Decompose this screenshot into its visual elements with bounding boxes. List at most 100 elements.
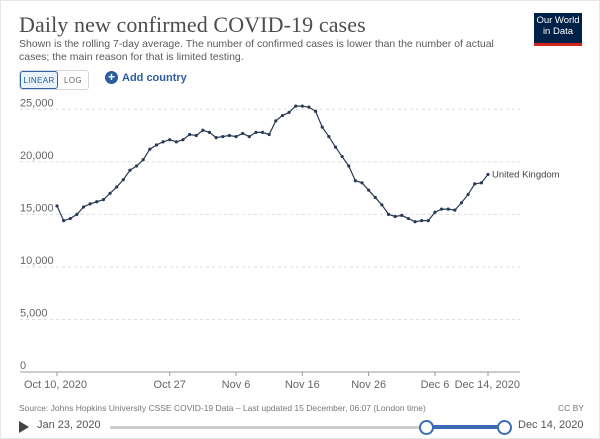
linear-scale-button[interactable]: LINEAR [20, 71, 58, 89]
y-tick-label: 25,000 [20, 97, 54, 109]
data-point [367, 188, 371, 192]
data-point [479, 181, 483, 185]
data-point [55, 204, 59, 208]
data-point [128, 168, 132, 172]
add-country-button[interactable]: + Add country [105, 71, 187, 84]
data-point [280, 113, 285, 118]
owid-logo[interactable]: Our World in Data [534, 13, 582, 43]
data-point [439, 207, 444, 211]
series-line [56, 105, 489, 223]
x-tick-label: Oct 10, 2020 [24, 379, 87, 391]
data-point [433, 210, 437, 214]
y-tick-label: 15,000 [20, 202, 54, 214]
data-point [320, 125, 324, 129]
data-point [115, 185, 119, 189]
data-point [81, 205, 86, 209]
timeline-end-handle[interactable] [497, 420, 512, 435]
timeline-track[interactable] [110, 426, 504, 429]
timeline-selected-range [426, 425, 504, 429]
data-point [207, 130, 212, 134]
data-point [446, 207, 450, 211]
chart-title: Daily new confirmed COVID-19 cases [19, 12, 366, 37]
data-point [294, 104, 298, 108]
data-point [161, 140, 165, 144]
data-point [214, 136, 218, 140]
data-point [75, 212, 79, 216]
data-point [426, 219, 430, 223]
timeline: Jan 23, 2020 Dec 14, 2020 [0, 416, 600, 438]
y-tick-label: 10,000 [20, 255, 54, 267]
x-tick-label: Nov 6 [222, 379, 251, 391]
x-tick-label: Nov 16 [285, 379, 320, 391]
chart-subtitle: Shown is the rolling 7-day average. The … [19, 38, 494, 63]
data-point [247, 134, 251, 139]
data-point [287, 110, 291, 115]
data-point [260, 130, 265, 134]
log-scale-button[interactable]: LOG [63, 75, 83, 85]
data-point [400, 213, 404, 218]
timeline-start-handle[interactable] [419, 420, 434, 435]
data-point [62, 219, 66, 223]
data-point [413, 220, 417, 224]
data-point [227, 133, 231, 138]
data-point [234, 134, 238, 139]
scale-toggle: LINEAR LOG [19, 70, 89, 90]
data-point [386, 212, 391, 216]
add-country-label: Add country [122, 71, 187, 84]
plus-icon: + [105, 71, 118, 84]
data-point [473, 182, 477, 186]
data-point [459, 201, 464, 205]
data-point [68, 216, 72, 221]
data-point [380, 203, 384, 207]
data-point [486, 172, 490, 177]
data-point [254, 130, 258, 134]
data-point [420, 219, 424, 223]
data-point [108, 191, 112, 195]
x-tick-label: Dec 14, 2020 [455, 379, 520, 391]
logo-line-1: Our World [536, 15, 580, 26]
source-note: Source: Johns Hopkins University CSSE CO… [19, 403, 426, 413]
y-axis-ticks: 0 5,000 10,000 15,000 20,000 25,000 [20, 97, 54, 372]
line-chart: 0 5,000 10,000 15,000 20,000 25,000 Oct 10, 2… [20, 97, 560, 391]
data-point [95, 200, 99, 204]
data-point [300, 104, 304, 108]
logo-line-2: in Data [542, 25, 574, 37]
x-tick-label: Oct 27 [154, 379, 186, 391]
data-point [340, 154, 344, 159]
data-point [148, 147, 152, 151]
data-point [453, 208, 457, 212]
x-tick-label: Nov 26 [351, 379, 386, 391]
data-point [333, 145, 338, 149]
data-point [134, 164, 139, 168]
x-axis-ticks: Oct 10, 2020 Oct 27 Nov 6 Nov 16 Nov 26 Dec 6… [24, 372, 520, 391]
data-point [101, 198, 106, 202]
data-point [327, 134, 331, 139]
x-tick-label: Dec 6 [421, 379, 450, 391]
data-point [154, 143, 159, 147]
series-layer: United Kingdom [55, 104, 560, 224]
data-point [373, 195, 377, 200]
data-point [241, 131, 245, 136]
data-point [201, 128, 205, 132]
data-point [353, 179, 357, 183]
grid-lines [20, 108, 520, 373]
data-point [274, 119, 278, 123]
data-point [88, 202, 92, 206]
license-link[interactable]: CC BY [558, 403, 584, 413]
timeline-end-label: Dec 14, 2020 [518, 419, 584, 431]
data-point [194, 133, 198, 138]
y-tick-label: 0 [20, 360, 26, 372]
play-icon[interactable] [19, 421, 29, 433]
data-point [141, 158, 145, 162]
data-point [168, 138, 172, 142]
data-point [360, 181, 364, 185]
data-point [314, 109, 318, 113]
data-point [307, 105, 311, 109]
logo-underline [534, 43, 582, 46]
data-point [466, 192, 470, 196]
data-point [267, 132, 271, 137]
y-tick-label: 20,000 [20, 150, 54, 162]
data-point [174, 140, 178, 144]
data-point [181, 138, 185, 142]
